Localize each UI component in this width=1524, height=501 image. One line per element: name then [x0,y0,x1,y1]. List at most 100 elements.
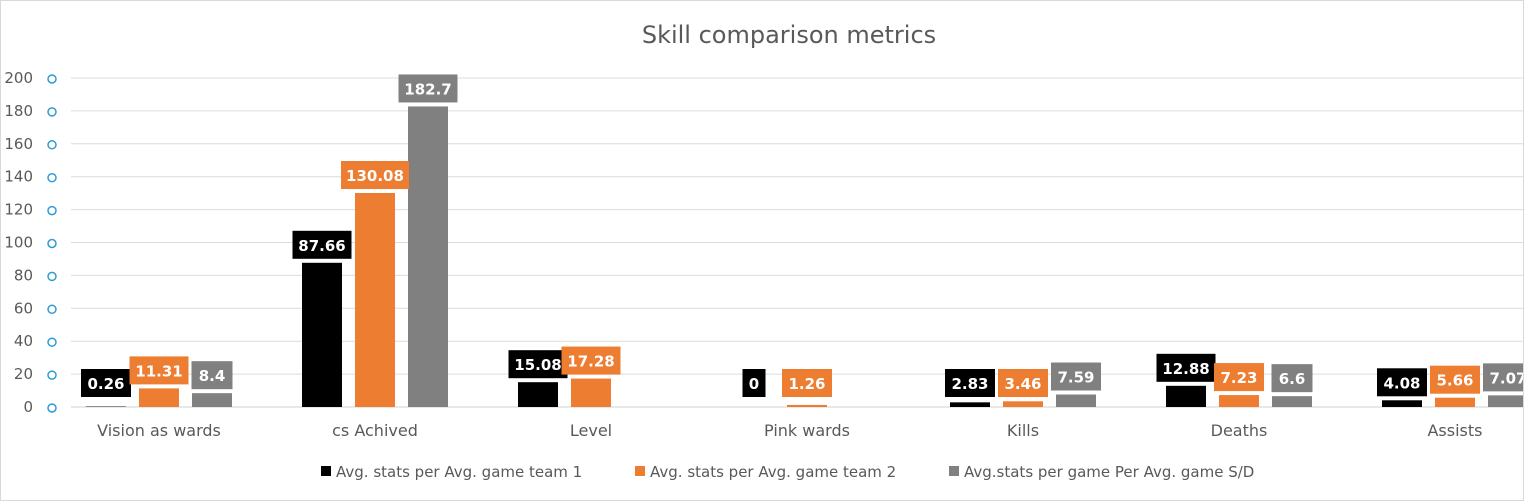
data-label-text: 6.6 [1279,370,1306,388]
legend-item: Avg.stats per game Per Avg. game S/D [949,463,1254,481]
data-label-box [742,369,766,397]
x-category-label: Assists [1427,421,1482,440]
legend: Avg. stats per Avg. game team 1 Avg. stat… [321,463,1254,481]
data-label-text: 5.66 [1436,372,1473,390]
bar [139,388,179,407]
data-label-box [1271,364,1313,393]
data-label-box [561,346,621,375]
data-label: 15.08 [508,350,568,379]
data-label-text: 182.7 [404,80,451,98]
y-tick-label: 40 [14,332,33,350]
bar [1056,394,1096,407]
bar [950,402,990,407]
data-label-box [782,369,832,397]
y-tick-marker [47,172,57,183]
data-label-text: 15.08 [514,356,561,374]
data-label-box [1377,368,1427,397]
y-tick-marker [47,205,57,216]
data-label-text: 7.07 [1489,369,1523,387]
data-label-text: 11.31 [135,362,182,380]
gridlines [71,77,1523,408]
y-tick-marker [47,238,57,249]
data-label: 1.26 [782,369,832,397]
data-label-text: 3.46 [1004,375,1041,393]
data-label-box [998,369,1048,397]
data-label-box [945,369,995,397]
data-label: 0 [742,369,766,397]
y-tick-label: 0 [23,398,33,416]
bar [355,193,395,407]
legend-swatch [949,466,959,476]
y-tick-marker [47,403,57,413]
chart-title: Skill comparison metrics [642,21,936,49]
y-tick-label: 140 [4,168,33,186]
y-tick-label: 20 [14,365,33,383]
data-label-text: 0 [749,375,759,393]
legend-label: Avg. stats per Avg. game team 2 [650,463,896,481]
y-tick-label: 200 [4,69,33,87]
bar [787,404,827,407]
bar [571,378,611,407]
x-category-label: Level [570,421,612,440]
bar [1272,396,1312,407]
bars [86,106,1523,408]
bar [1435,397,1475,407]
data-label-text: 12.88 [1162,360,1209,378]
data-label-box [341,161,409,190]
data-label-text: 87.66 [298,237,345,255]
data-label-text: 7.59 [1057,369,1094,387]
data-label: 130.08 [341,161,409,190]
data-label: 3.46 [998,369,1048,397]
data-label-box [81,369,131,397]
data-label-box [1214,363,1264,392]
data-label-box [129,356,189,385]
y-tick-marker [47,370,57,380]
data-label-text: 4.08 [1383,374,1420,392]
data-label-box [1156,353,1216,382]
y-tick-marker [47,304,57,315]
x-category-label: cs Achived [332,421,418,440]
data-label: 11.31 [129,356,189,385]
x-category-label: Deaths [1211,421,1268,440]
y-tick-label: 120 [4,201,33,219]
data-label-box [1483,363,1523,392]
x-axis: Vision as wards cs Achived Level Pink wards… [97,421,1482,440]
y-tick-label: 180 [4,102,33,120]
y-tick-label: 160 [4,135,33,153]
data-label: 182.7 [398,74,458,103]
bar [1003,401,1043,407]
x-category-label: Vision as wards [97,421,221,440]
data-label-box [1430,365,1480,394]
bar [302,262,342,407]
data-label-box [398,74,458,103]
y-tick-label: 60 [14,299,33,317]
data-label: 12.88 [1156,353,1216,382]
data-label: 7.59 [1051,362,1101,391]
data-label-box [292,230,352,259]
data-labels: 0.26 11.31 8.4 87.66 130.08 182.7 15.08 17.28 0 1… [81,74,1523,397]
data-label: 0.26 [81,369,131,397]
legend-swatch [321,466,331,476]
data-label-text: 2.83 [951,375,988,393]
bar [518,382,558,407]
data-label-text: 0.26 [87,375,124,393]
data-label: 7.07 [1483,363,1523,392]
y-axis: 0 20 40 60 80 100 120 140 160 180 200 [4,69,57,416]
legend-label: Avg. stats per Avg. game team 1 [336,463,582,481]
data-label-text: 1.26 [788,375,825,393]
data-label-text: 8.4 [199,367,226,385]
data-label-box [508,350,568,379]
legend-item: Avg. stats per Avg. game team 2 [635,463,896,481]
legend-swatch [635,466,645,476]
data-label: 4.08 [1377,368,1427,397]
y-tick-marker [47,107,57,117]
data-label: 87.66 [292,230,352,259]
x-category-label: Kills [1007,421,1039,440]
bar [1166,385,1206,407]
data-label-box [1051,362,1101,391]
bar [192,393,232,407]
data-label-box [191,361,233,390]
y-tick-marker [47,140,57,150]
